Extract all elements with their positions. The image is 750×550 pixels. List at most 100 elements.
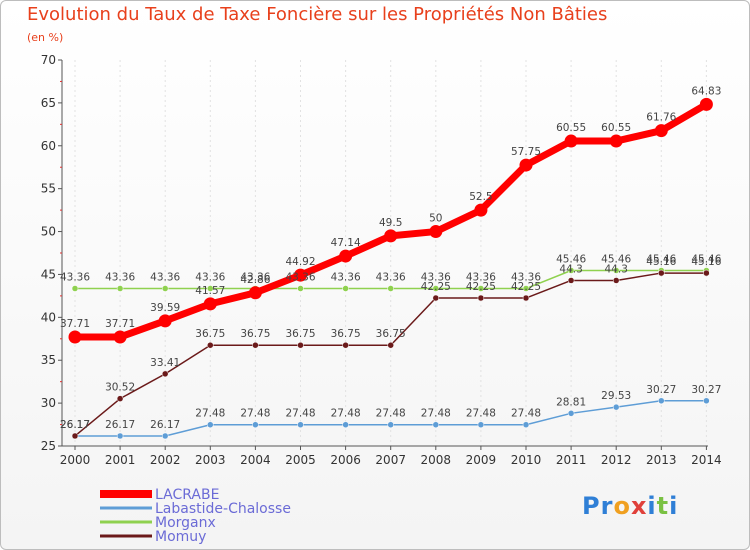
logo-letter: i	[669, 492, 679, 520]
data-label-lacrabe: 61.76	[646, 112, 676, 124]
data-label-morganx: 43.36	[421, 272, 451, 284]
data-point-momuy	[297, 341, 304, 349]
data-label-lacrabe: 37.71	[105, 318, 135, 330]
data-label-morganx: 43.36	[240, 272, 270, 284]
data-point-morganx	[387, 285, 394, 292]
logo-letter: x	[630, 492, 648, 520]
data-label-labastide-chalosse: 26.17	[60, 419, 90, 431]
data-label-momuy: 45.16	[691, 256, 721, 268]
y-tick-label: 60	[41, 139, 56, 153]
data-label-momuy: 33.41	[150, 357, 180, 369]
data-label-lacrabe: 42.86	[240, 274, 270, 286]
data-point-morganx	[477, 285, 485, 292]
data-point-momuy	[116, 395, 124, 402]
data-label-morganx: 43.36	[511, 272, 541, 284]
data-label-lacrabe: 47.14	[331, 237, 361, 249]
data-point-morganx	[522, 285, 530, 292]
data-label-momuy: 26.17	[60, 419, 90, 431]
data-label-lacrabe: 60.55	[556, 122, 586, 134]
data-label-labastide-chalosse: 27.48	[466, 408, 496, 420]
data-point-labastide-chalosse	[567, 410, 575, 417]
data-point-lacrabe	[68, 330, 82, 344]
data-point-labastide-chalosse	[658, 397, 665, 405]
data-label-momuy: 42.25	[511, 281, 541, 293]
logo-letter: r	[600, 492, 614, 520]
data-label-labastide-chalosse: 27.48	[511, 408, 541, 420]
data-point-morganx	[207, 285, 214, 292]
data-label-lacrabe: 39.59	[150, 302, 180, 314]
data-label-lacrabe: 52.5	[469, 191, 492, 203]
data-label-labastide-chalosse: 26.17	[150, 419, 180, 431]
data-label-momuy: 44.3	[559, 263, 582, 275]
data-point-labastide-chalosse	[116, 432, 124, 440]
legend-label-momuy: Momuy	[155, 529, 206, 545]
logo-letter: t	[656, 492, 670, 520]
data-point-momuy	[71, 432, 79, 440]
data-point-lacrabe	[113, 330, 127, 344]
data-point-labastide-chalosse	[297, 421, 304, 428]
data-label-lacrabe: 41.57	[195, 285, 225, 297]
data-point-labastide-chalosse	[703, 397, 710, 405]
y-tick-label: 40	[41, 310, 56, 324]
data-point-momuy	[658, 269, 665, 277]
data-label-labastide-chalosse: 27.48	[285, 408, 315, 420]
x-tick-label: 2008	[421, 453, 452, 467]
data-label-lacrabe: 64.83	[691, 85, 721, 97]
data-label-lacrabe: 60.55	[601, 122, 631, 134]
data-label-momuy: 42.25	[421, 281, 451, 293]
data-label-momuy: 45.16	[646, 256, 676, 268]
data-point-momuy	[161, 370, 169, 378]
x-tick-label: 2003	[195, 453, 226, 467]
data-label-labastide-chalosse: 27.48	[331, 408, 361, 420]
x-tick-label: 2013	[646, 453, 677, 467]
logo-letter: o	[613, 492, 631, 520]
x-tick-label: 2012	[601, 453, 632, 467]
data-point-lacrabe	[699, 97, 713, 111]
data-point-labastide-chalosse	[612, 403, 620, 411]
data-label-labastide-chalosse: 29.53	[601, 390, 631, 402]
data-point-momuy	[477, 294, 485, 302]
data-point-lacrabe	[429, 225, 443, 239]
x-tick-label: 2006	[330, 453, 361, 467]
data-point-morganx	[342, 285, 349, 292]
y-tick-label: 55	[41, 182, 56, 196]
data-point-morganx	[116, 285, 124, 292]
data-point-momuy	[703, 269, 710, 277]
data-label-lacrabe: 49.5	[379, 217, 402, 229]
chart-title: Evolution du Taux de Taxe Foncière sur l…	[27, 4, 608, 25]
data-point-lacrabe	[564, 134, 578, 148]
y-tick-label: 30	[41, 396, 56, 410]
legend-label-morganx: Morganx	[155, 515, 216, 531]
y-tick-label: 35	[41, 353, 56, 367]
data-point-morganx	[432, 285, 440, 292]
data-point-morganx	[567, 267, 575, 274]
y-tick-label: 50	[41, 225, 56, 239]
data-point-labastide-chalosse	[207, 421, 214, 428]
data-point-labastide-chalosse	[252, 421, 259, 428]
data-label-momuy: 42.25	[466, 281, 496, 293]
data-point-lacrabe	[203, 297, 217, 311]
data-label-labastide-chalosse: 30.27	[646, 384, 676, 396]
data-point-momuy	[432, 294, 440, 302]
data-point-labastide-chalosse	[161, 432, 169, 440]
data-point-momuy	[522, 294, 530, 302]
data-point-momuy	[612, 277, 620, 284]
data-point-lacrabe	[384, 229, 398, 243]
data-point-morganx	[161, 285, 169, 292]
x-tick-label: 2002	[150, 453, 181, 467]
x-tick-label: 2007	[375, 453, 406, 467]
data-point-lacrabe	[609, 134, 623, 148]
data-label-morganx: 43.36	[285, 272, 315, 284]
data-point-momuy	[567, 277, 575, 284]
data-label-morganx: 45.46	[601, 253, 631, 265]
data-label-momuy: 36.75	[331, 328, 361, 340]
data-label-labastide-chalosse: 27.48	[376, 408, 406, 420]
x-tick-label: 2011	[556, 453, 587, 467]
x-tick-label: 2014	[691, 453, 722, 467]
data-point-lacrabe	[474, 203, 488, 217]
data-label-momuy: 44.3	[605, 263, 628, 275]
chart-unit: (en %)	[27, 31, 64, 44]
data-label-morganx: 43.36	[105, 272, 135, 284]
data-label-labastide-chalosse: 27.48	[195, 408, 225, 420]
data-label-morganx: 43.36	[331, 272, 361, 284]
